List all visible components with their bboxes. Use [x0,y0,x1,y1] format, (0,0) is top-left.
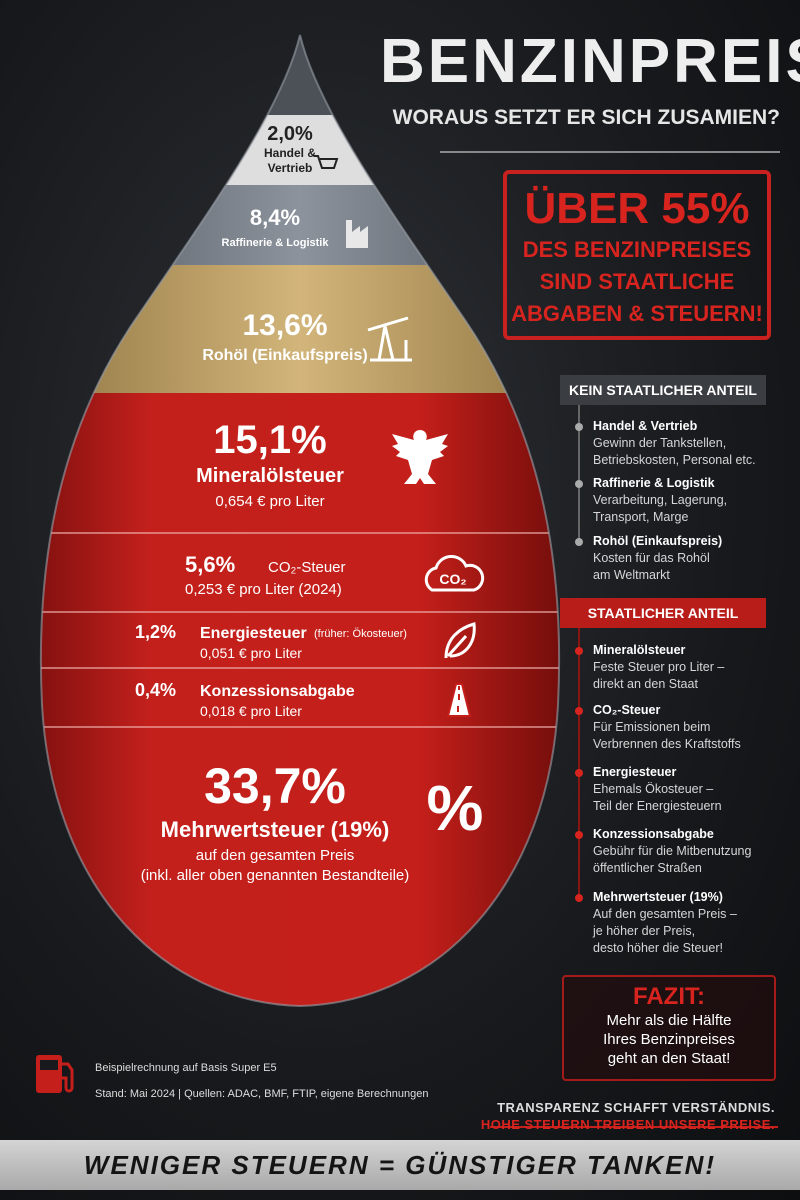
bullet [575,831,583,839]
footnote: Beispielrechnung auf Basis Super E5 [95,1062,277,1074]
item-title: Raffinerie & Logistik [593,476,715,490]
item-title: Konzessionsabgabe [593,827,714,841]
panel-item: Energiesteuer Ehemals Ökosteuer – Teil de… [593,764,793,815]
slogan: HOHE STEUERN TREIBEN UNSERE PREISE. [480,1117,775,1132]
callout-line: ABGABEN & STEUERN! [511,301,763,326]
segment-percent: 33,7% [204,758,346,814]
item-text: Ehemals Ökosteuer – Teil der Energiesteu… [593,782,722,813]
panel-item: CO₂-Steuer Für Emissionen beim Verbrennen… [593,702,793,753]
eagle-icon [392,430,448,484]
segment-label: CO₂-Steuer [268,559,346,576]
section-heading: STAATLICHER ANTEIL [560,598,766,628]
cloud-icon [424,555,485,592]
banner: WENIGER STEUERN = GÜNSTIGER TANKEN! [0,1140,800,1190]
connector-line [578,628,580,899]
leaf-icon [444,622,476,659]
subtitle: WORAUS SETZT ER SICH ZUSAMIEN? [392,106,780,129]
segment-note: (früher: Ökosteuer) [314,628,407,640]
segment-detail: 0,253 € pro Liter (2024) [185,581,342,598]
slogan: TRANSPARENZ SCHAFFT VERSTÄNDNIS. [497,1100,775,1115]
segment-label: Rohöl (Einkaufspreis) [202,347,367,364]
item-title: Handel & Vertrieb [593,419,698,433]
segment-label: Mineralölsteuer [196,465,344,487]
segment-label: Konzessionsabgabe [200,683,355,700]
conclusion: FAZIT: Mehr als die Hälfte Ihres Benzinp… [562,975,776,1081]
panel-item: Rohöl (Einkaufspreis) Kosten für das Rohö… [593,533,793,584]
bullet [575,423,583,431]
segment-percent: 15,1% [213,418,326,462]
pumpjack-icon [367,316,412,362]
item-text: Feste Steuer pro Liter – direkt an den S… [593,660,725,691]
section-heading: KEIN STAATLICHER ANTEIL [560,375,766,405]
segment-percent: 2,0% [267,123,313,145]
title: BENZINPREIS [380,27,800,96]
item-title: Energiesteuer [593,765,677,779]
bullet [575,538,583,546]
connector-line [578,405,580,543]
icon-text: CO₂ [439,571,466,587]
item-text: Kosten für das Rohöl am Weltmarkt [593,551,710,582]
segment-percent: 5,6% [185,552,235,577]
factory-icon [346,220,368,248]
callout-line: DES BENZINPREISES [522,237,752,262]
fuel-pump-icon [36,1055,74,1093]
item-text: Auf den gesamten Preis – je höher der Pr… [593,907,737,955]
segment-detail: (inkl. aller oben genannten Bestandteile… [141,867,410,884]
conclusion-heading: FAZIT: [633,983,705,1010]
item-text: Verarbeitung, Lagerung, Transport, Marge [593,493,728,524]
icon-text: % [427,772,484,844]
segment-label: Raffinerie & Logistik [222,237,330,249]
bullet [575,894,583,902]
panel-item: Handel & Vertrieb Gewinn der Tankstellen,… [593,418,793,469]
bullet [575,769,583,777]
callout: ÜBER 55% DES BENZINPREISES SIND STAATLIC… [503,170,771,340]
segment-label: Handel & [264,146,316,160]
bullet [575,480,583,488]
item-title: Mineralölsteuer [593,643,686,657]
callout-line: SIND STAATLICHE [539,269,735,294]
segment-label: Energiesteuer [200,625,307,642]
source: Stand: Mai 2024 | Quellen: ADAC, BMF, FT… [95,1088,429,1100]
segment-label: Mehrwertsteuer (19%) [161,817,390,842]
segment-detail: 0,018 € pro Liter [200,703,302,719]
item-text: Gebühr für die Mitbenutzung öffentlicher… [593,844,752,875]
segment-detail: 0,654 € pro Liter [215,493,324,510]
bullet [575,707,583,715]
cart-icon [314,155,339,169]
item-text: Gewinn der Tankstellen, Betriebskosten, … [593,436,756,467]
segment-detail: auf den gesamten Preis [196,847,354,864]
conclusion-text: Mehr als die Hälfte Ihres Benzinpreises … [603,1012,735,1067]
segment-percent: 13,6% [242,309,327,342]
panel-item: Mineralölsteuer Feste Steuer pro Liter – … [593,642,793,693]
panel-item: Konzessionsabgabe Gebühr für die Mitbenut… [593,826,793,877]
item-text: Für Emissionen beim Verbrennen des Kraft… [593,720,741,751]
panel-item: Mehrwertsteuer (19%) Auf den gesamten Pre… [593,889,793,957]
segment-percent: 1,2% [135,622,176,642]
panel-item: Raffinerie & Logistik Verarbeitung, Lager… [593,475,793,526]
item-title: Mehrwertsteuer (19%) [593,890,723,904]
segment-percent: 0,4% [135,680,176,700]
bullet [575,647,583,655]
callout-headline: ÜBER 55% [524,184,750,233]
item-title: CO₂-Steuer [593,703,661,717]
item-title: Rohöl (Einkaufspreis) [593,534,723,548]
segment-detail: 0,051 € pro Liter [200,645,302,661]
road-icon [446,683,472,717]
segment-percent: 8,4% [250,205,300,230]
segment-label: Vertrieb [268,161,313,175]
